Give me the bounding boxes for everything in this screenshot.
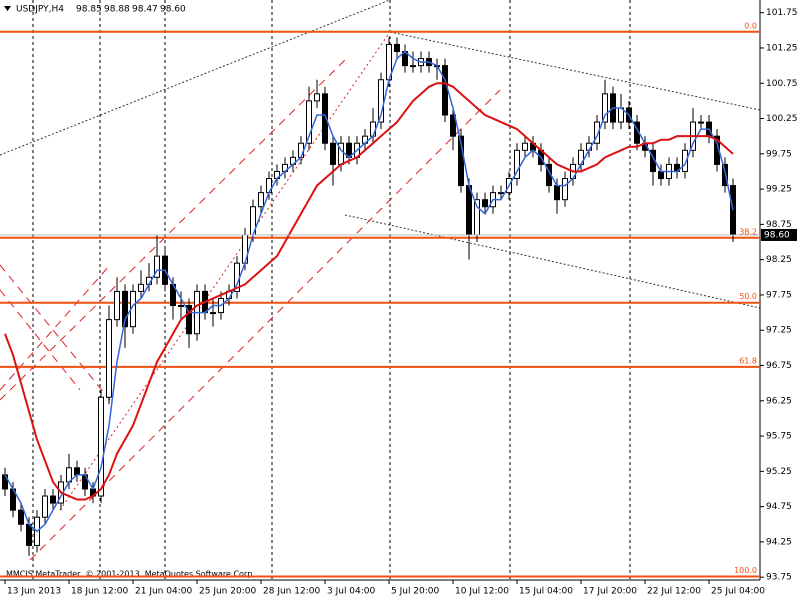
candle-body (698, 121, 704, 124)
candle-body (442, 65, 448, 116)
y-tick-label: 96.25 (766, 396, 792, 406)
candle-body (306, 100, 312, 144)
candle-body (466, 185, 472, 236)
copyright: MMCIS MetaTrader, © 2001-2013, MetaQuote… (6, 570, 255, 579)
y-tick-label: 98.25 (766, 255, 792, 265)
fib-label: 38.2 (739, 227, 757, 236)
candle-body (122, 290, 128, 328)
candle-body (330, 142, 336, 165)
x-tick-label: 15 Jul 04:00 (519, 587, 573, 597)
fib-label: 50.0 (739, 292, 757, 301)
y-tick-label: 98.75 (766, 220, 792, 230)
candle-body (114, 290, 120, 321)
candle-body (514, 149, 520, 180)
candle-body (602, 93, 608, 123)
fib-label: 61.8 (739, 356, 757, 365)
candle-body (18, 509, 24, 525)
candle-body (594, 121, 600, 144)
y-tick-label: 93.75 (766, 573, 792, 583)
candle-body (394, 43, 400, 53)
candle-body (522, 142, 528, 151)
candle-body (410, 65, 416, 68)
y-tick-label: 100.25 (766, 114, 798, 124)
y-tick-label: 96.75 (766, 361, 792, 371)
candle-body (658, 170, 664, 180)
last-price-label: 98.60 (764, 230, 790, 240)
x-tick-label: 28 Jun 12:00 (263, 587, 320, 597)
period-separators (32, 0, 631, 580)
candle-body (258, 192, 264, 208)
x-tick-label: 18 Jun 12:00 (71, 587, 128, 597)
candle-body (154, 255, 160, 278)
header-high: 98.88 (104, 5, 130, 15)
candle-body (42, 495, 48, 518)
candle-body (458, 135, 464, 187)
x-tick-label: 17 Jul 20:00 (583, 587, 637, 597)
candle-body (314, 93, 320, 102)
candle-body (450, 114, 456, 137)
x-tick-label: 3 Jul 04:00 (327, 587, 376, 597)
symbol-title: USDJPY,H4 (16, 5, 64, 15)
candle-body (562, 178, 568, 201)
candle-body (74, 467, 80, 476)
candle-body (554, 185, 560, 201)
candle-body (50, 495, 56, 504)
y-tick-label: 95.25 (766, 467, 792, 477)
y-tick-label: 99.75 (766, 149, 792, 159)
y-tick-label: 101.25 (766, 43, 798, 53)
x-tick-label: 10 Jul 12:00 (455, 587, 509, 597)
fib-label: 100.0 (734, 566, 757, 575)
candle-body (138, 283, 144, 292)
y-tick-label: 97.25 (766, 326, 792, 336)
menu-triangle[interactable] (4, 6, 11, 11)
y-tick-label: 95.75 (766, 432, 792, 442)
moving-average (4, 82, 734, 501)
x-tick-label: 25 Jun 20:00 (199, 587, 256, 597)
header-low: 98.47 (132, 5, 158, 15)
header-open: 98.85 (76, 5, 102, 15)
x-tick-label: 21 Jun 04:00 (135, 587, 192, 597)
x-tick-label: 13 Jun 2013 (7, 587, 61, 597)
fib-label: 0.0 (744, 21, 757, 30)
y-tick-label: 94.25 (766, 537, 792, 547)
candle-body (98, 396, 104, 497)
y-tick-label: 99.25 (766, 185, 792, 195)
last-price-box (761, 228, 797, 241)
header-close: 98.60 (160, 5, 186, 15)
y-tick-label: 97.75 (766, 290, 792, 300)
y-tick-label: 101.75 (766, 8, 798, 18)
x-tick-label: 22 Jul 12:00 (647, 587, 701, 597)
y-tick-label: 100.75 (766, 79, 798, 89)
x-tick-label: 5 Jul 20:00 (391, 587, 440, 597)
candle-body (210, 312, 216, 315)
candle-body (186, 305, 192, 335)
x-tick-label: 25 Jul 04:00 (711, 587, 765, 597)
trend-lines (0, 0, 761, 561)
candle-body (178, 305, 184, 308)
moving-average (4, 50, 734, 533)
candle-body (498, 192, 504, 195)
candle-body (26, 523, 32, 546)
candle-body (482, 199, 488, 208)
y-tick-label: 94.75 (766, 502, 792, 512)
candle-body (322, 93, 328, 144)
candle-body (106, 319, 112, 398)
candle-body (682, 149, 688, 172)
